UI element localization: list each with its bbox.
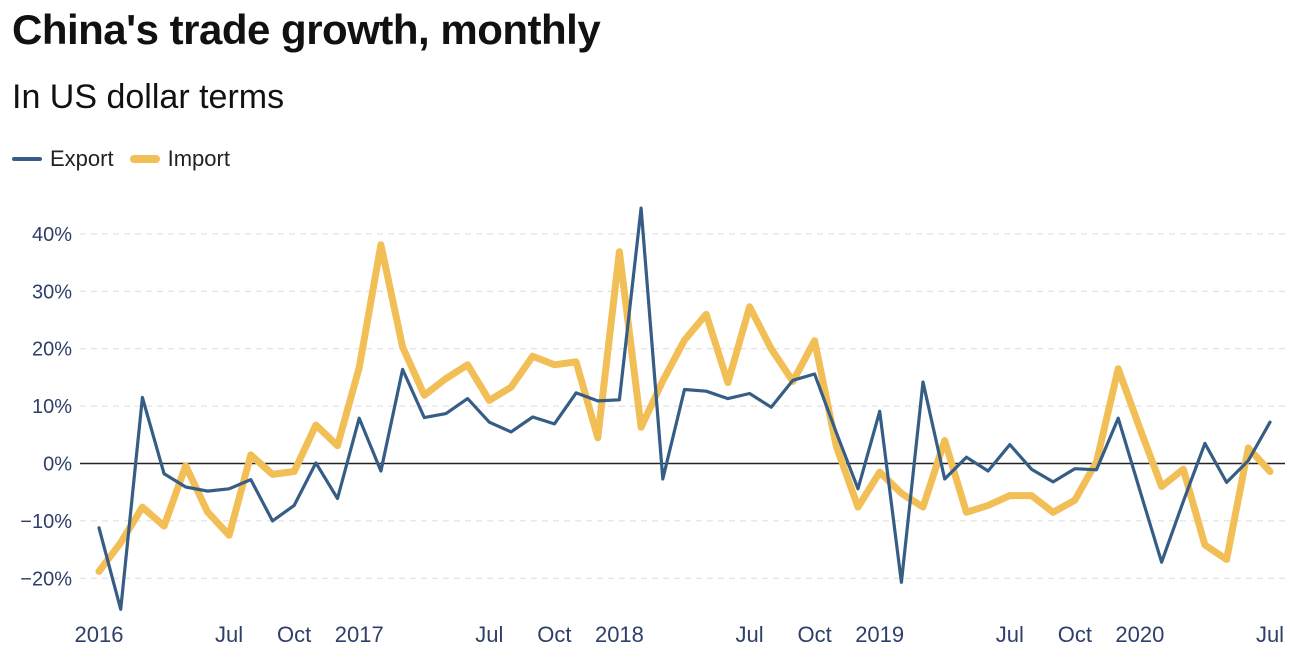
y-axis-ticks: −20% −10% 0% 10% 20% 30% 40%	[20, 224, 72, 590]
legend-label-import: Import	[167, 146, 230, 171]
legend-item-export: Export	[12, 146, 114, 172]
legend-label-export: Export	[50, 146, 114, 171]
x-tick-label: 2020	[1115, 622, 1164, 647]
y-tick-label: −10%	[20, 511, 72, 533]
legend-swatch-export	[12, 157, 42, 161]
legend: Export Import	[12, 146, 246, 172]
y-tick-label: −20%	[20, 568, 72, 590]
x-tick-label: Jul	[215, 622, 243, 647]
y-tick-label: 20%	[32, 339, 72, 361]
y-tick-label: 30%	[32, 281, 72, 303]
series-lines	[95, 206, 1274, 611]
x-tick-label: Oct	[797, 622, 831, 647]
legend-swatch-import	[129, 155, 160, 163]
x-tick-label: Jul	[475, 622, 503, 647]
grid	[80, 233, 1285, 579]
series-line-import	[95, 241, 1274, 575]
y-tick-label: 10%	[32, 396, 72, 418]
x-tick-label: Oct	[537, 622, 571, 647]
x-tick-label: Jul	[996, 622, 1024, 647]
series-line-export	[97, 206, 1272, 611]
y-tick-label: 40%	[32, 224, 72, 246]
x-tick-label: 2016	[75, 622, 124, 647]
chart-subtitle: In US dollar terms	[12, 78, 285, 116]
y-tick-label: 0%	[43, 454, 72, 476]
x-tick-label: Jul	[1256, 622, 1284, 647]
chart-title: China's trade growth, monthly	[12, 6, 601, 53]
x-tick-label: Jul	[735, 622, 763, 647]
x-tick-label: 2018	[595, 622, 644, 647]
x-tick-label: Oct	[277, 622, 311, 647]
x-axis-ticks: 2016 Jul Oct 2017 Jul Oct 2018 Jul Oct 2019 Jul Oct…	[75, 622, 1285, 647]
x-tick-label: Oct	[1058, 622, 1092, 647]
legend-item-import: Import	[129, 146, 230, 172]
x-tick-label: 2019	[855, 622, 904, 647]
x-tick-label: 2017	[335, 622, 384, 647]
